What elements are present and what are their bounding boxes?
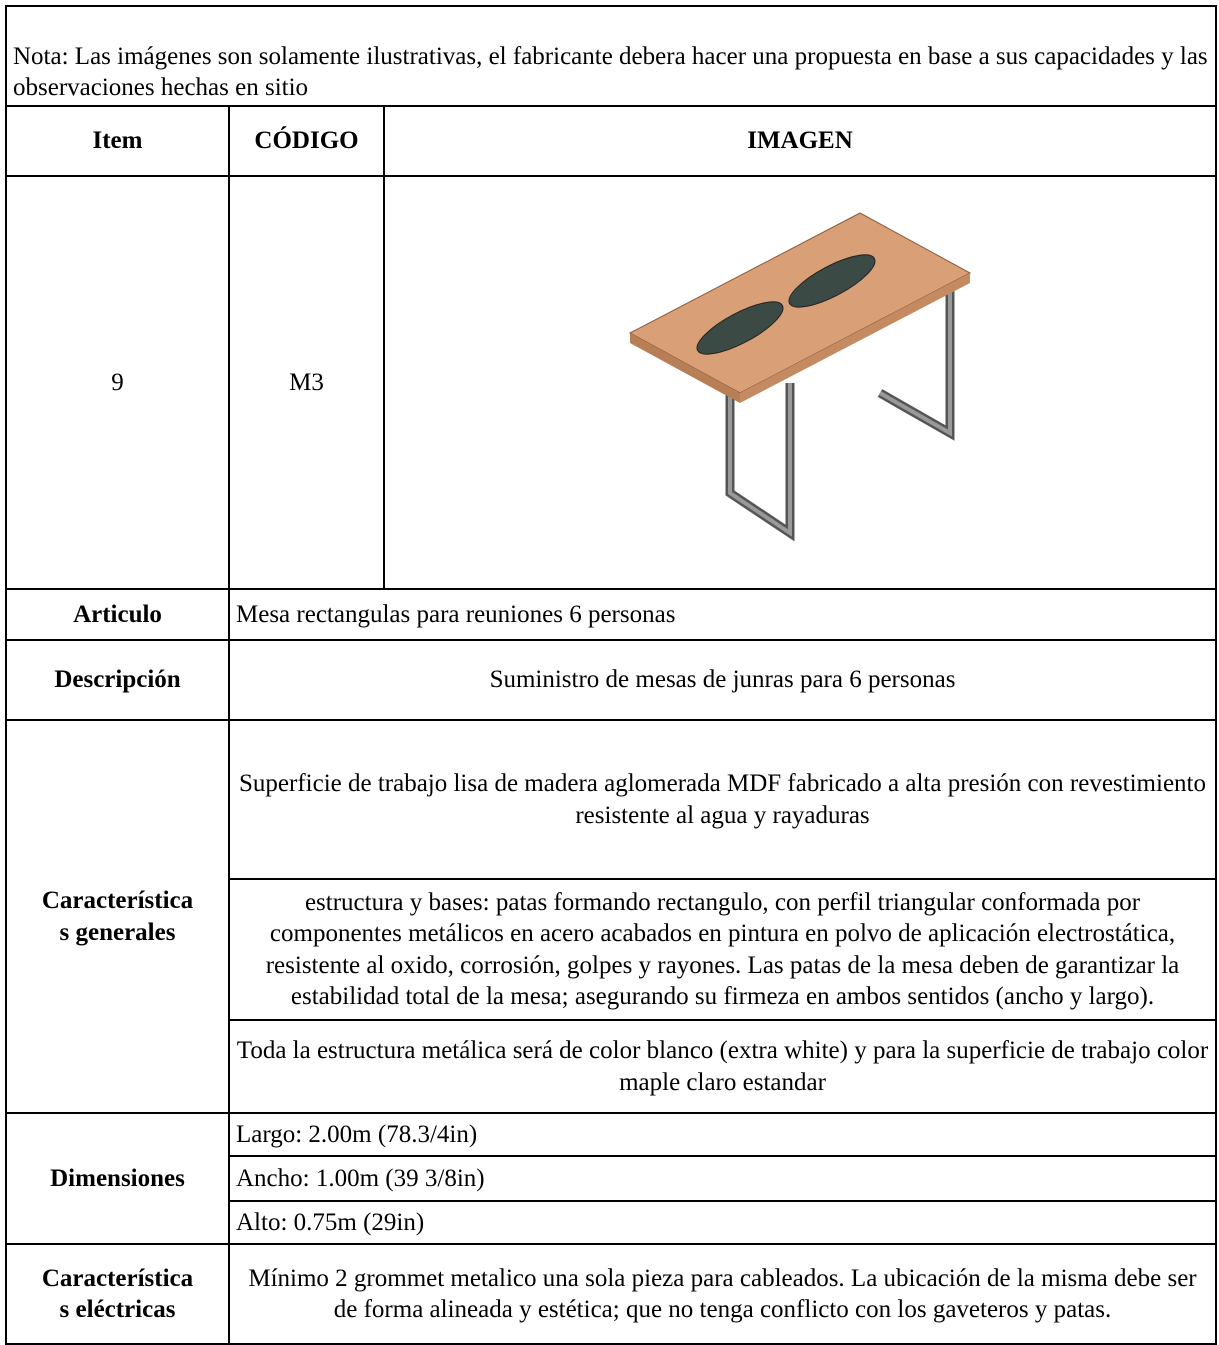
header-cell: IMAGEN [383,105,1217,177]
item-number: 9 [5,175,230,590]
article-text: Mesa rectangulas para reuniones 6 person… [228,588,1217,641]
dimension: Alto: 0.75m (29in) [228,1200,1217,1245]
general-text: estructura y bases: patas formando recta… [228,878,1217,1021]
label-line: s generales [59,918,176,946]
general-text: Superficie de trabajo lisa de madera agl… [228,719,1217,880]
dimension: Largo: 2.00m (78.3/4in) [228,1112,1217,1157]
row-label: Articulo [5,588,230,641]
label-line: Característica [41,1264,194,1292]
row-label: Característica s eléctricas [5,1243,230,1345]
item-code: M3 [228,175,385,590]
label-line: s eléctricas [59,1296,176,1323]
image-cell [383,175,1217,590]
row-label: Descripción [5,639,230,721]
row-label: Dimensiones [5,1112,230,1245]
general-text: Toda la estructura metálica será de colo… [228,1019,1217,1114]
description-text: Suministro de mesas de junras para 6 per… [228,639,1217,721]
spec-table: Nota: Las imágenes son solamente ilustra… [5,5,1217,1345]
dimension: Ancho: 1.00m (39 3/8in) [228,1155,1217,1202]
table-illustration [628,212,972,542]
row-label: Característica s generales [5,719,230,1114]
note: Nota: Las imágenes son solamente ilustra… [5,5,1217,107]
electrical-text: Mínimo 2 grommet metalico una sola pieza… [228,1243,1217,1345]
header-cell: Item [5,105,230,177]
label-line: Característica [41,887,194,915]
header-cell: CÓDIGO [228,105,385,177]
